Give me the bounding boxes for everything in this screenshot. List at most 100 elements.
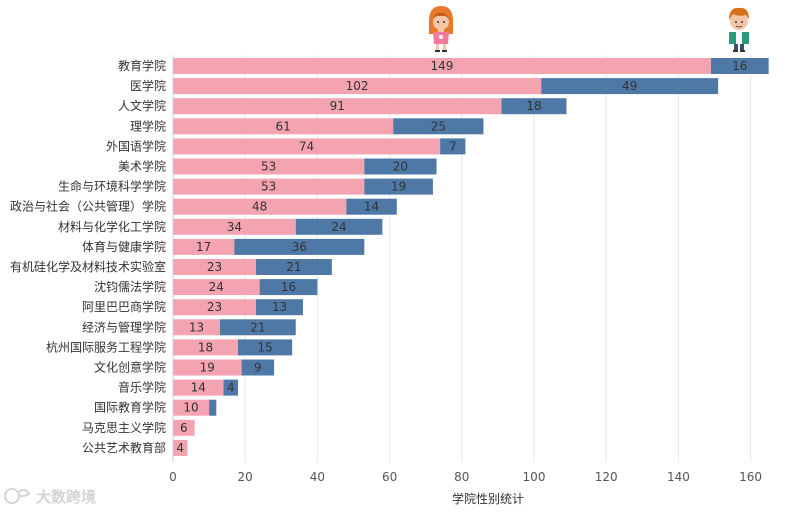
data-label: 13 (189, 320, 204, 334)
x-tick-label: 100 (523, 470, 546, 484)
data-label: 102 (346, 79, 369, 93)
x-axis: 0 20 40 60 80 100 120 140 160 学院性别统计 (169, 55, 762, 506)
data-label: 36 (292, 240, 307, 254)
bar-segment-male (710, 58, 769, 74)
bar-segment-male (219, 319, 296, 336)
category-label: 文化创意学院 (94, 360, 166, 375)
data-label: 19 (200, 361, 215, 375)
category-label: 体育与健康学院 (82, 239, 166, 254)
data-label: 4 (227, 381, 235, 395)
data-label: 24 (209, 280, 224, 294)
girl-icon (428, 6, 454, 52)
data-label: 91 (330, 99, 345, 113)
x-tick-label: 20 (238, 470, 253, 484)
bars-group (173, 58, 769, 456)
data-label: 17 (196, 240, 211, 254)
data-label: 49 (622, 79, 637, 93)
bar-segment-male (541, 78, 719, 95)
category-label: 外国语学院 (106, 138, 166, 153)
bar-segment-female (173, 238, 235, 255)
data-label: 18 (198, 340, 213, 354)
data-label: 20 (393, 160, 408, 174)
category-label: 国际教育学院 (94, 400, 166, 415)
data-label: 7 (449, 139, 457, 153)
category-label: 政治与社会（公共管理）学院 (10, 199, 166, 214)
data-label: 14 (364, 200, 379, 214)
category-label: 阿里巴巴商学院 (82, 299, 166, 314)
bar-segment-female (173, 319, 220, 336)
bar-segment-female (173, 138, 441, 155)
category-label: 经济与管理学院 (82, 319, 166, 334)
data-label: 24 (331, 220, 346, 234)
bar-segment-male (364, 178, 433, 195)
data-label: 23 (207, 260, 222, 274)
bar-segment-male (234, 238, 365, 255)
x-tick-label: 160 (739, 470, 762, 484)
data-label: 13 (272, 300, 287, 314)
category-label: 杭州国际服务工程学院 (46, 339, 166, 354)
category-label: 美术学院 (118, 159, 166, 174)
watermark-logo: 大数跨境 (4, 488, 96, 506)
data-label: 15 (257, 340, 272, 354)
x-tick-label: 60 (382, 470, 397, 484)
bar-segment-male (256, 299, 303, 316)
bar-segment-female (173, 118, 394, 135)
x-tick-label: 40 (310, 470, 325, 484)
category-label: 沈钧儒法学院 (94, 279, 166, 294)
bar-segment-female (173, 78, 542, 95)
bar-segment-male (295, 218, 383, 235)
bar-segment-female (173, 58, 711, 74)
data-label: 149 (430, 59, 453, 73)
data-label: 9 (254, 361, 262, 375)
bar-segment-female (173, 259, 257, 275)
data-label: 34 (227, 220, 242, 234)
data-label: 18 (526, 99, 541, 113)
bar-segment-male (364, 158, 437, 175)
bar-segment-male (501, 98, 567, 115)
data-label: 21 (250, 320, 265, 334)
x-tick-label: 0 (169, 470, 177, 484)
data-label: 14 (191, 381, 206, 395)
bar-segment-male (241, 359, 275, 376)
bar-segment-female (173, 419, 195, 436)
bar-segment-female (173, 178, 365, 195)
category-label: 生命与环境科学学院 (58, 179, 166, 194)
bar-segment-female (173, 399, 210, 416)
bar-segment-female (173, 158, 365, 175)
data-label: 16 (281, 280, 296, 294)
bar-segment-male (346, 198, 397, 215)
data-label: 19 (391, 180, 406, 194)
bar-segment-female (173, 198, 347, 215)
bar-segment-male (393, 118, 484, 135)
category-label: 人文学院 (118, 98, 166, 113)
x-tick-label: 80 (454, 470, 469, 484)
category-label: 理学院 (130, 118, 166, 133)
x-tick-label: 120 (595, 470, 618, 484)
category-label: 音乐学院 (118, 380, 166, 395)
category-label: 马克思主义学院 (82, 420, 166, 435)
bar-segment-female (173, 439, 188, 456)
x-tick-label: 140 (667, 470, 690, 484)
category-label: 有机硅化学及材料技术实验室 (10, 259, 166, 274)
data-label: 74 (299, 139, 314, 153)
bar-segment-female (173, 218, 296, 235)
bar-segment-male (440, 138, 466, 155)
data-label: 23 (207, 300, 222, 314)
bar-segment-female (173, 339, 238, 356)
data-label: 6 (180, 421, 188, 435)
bar-segment-male (259, 279, 318, 296)
watermark-text: 大数跨境 (36, 488, 96, 506)
data-label: 16 (732, 59, 747, 73)
data-label: 53 (261, 160, 276, 174)
category-label: 材料与化学化工学院 (58, 219, 166, 234)
data-label: 10 (183, 401, 198, 415)
boy-icon (729, 7, 749, 52)
bar-segment-male (256, 259, 332, 275)
data-label: 53 (261, 180, 276, 194)
bar-segment-male (237, 339, 293, 356)
bar-segment-female (173, 379, 224, 396)
bar-segment-female (173, 299, 257, 316)
grid-lines (172, 55, 752, 462)
